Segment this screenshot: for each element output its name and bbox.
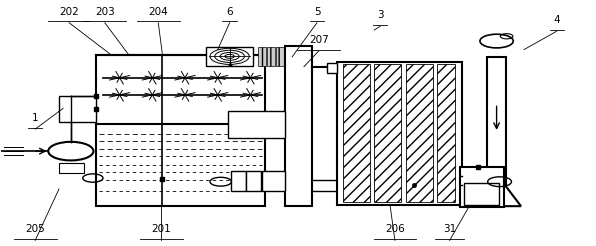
Bar — [206, 47, 253, 65]
Bar — [267, 47, 275, 65]
Bar — [437, 64, 455, 202]
Text: 207: 207 — [309, 35, 328, 45]
Text: 4: 4 — [553, 15, 560, 25]
Text: 5: 5 — [313, 7, 320, 17]
Bar — [343, 64, 370, 202]
Bar — [327, 63, 337, 73]
Text: 6: 6 — [226, 7, 233, 17]
Text: 204: 204 — [148, 7, 168, 17]
Bar — [59, 96, 96, 122]
Text: 3: 3 — [377, 10, 383, 20]
Text: 201: 201 — [151, 224, 171, 234]
Text: 202: 202 — [59, 7, 79, 17]
Text: 206: 206 — [385, 224, 405, 234]
Text: 1: 1 — [32, 113, 39, 123]
Text: 205: 205 — [25, 224, 45, 234]
Polygon shape — [472, 187, 521, 206]
Bar — [258, 47, 266, 65]
Bar — [406, 64, 433, 202]
Bar — [464, 184, 499, 205]
Bar — [59, 163, 84, 173]
Bar — [228, 111, 285, 138]
Bar — [262, 171, 285, 191]
Bar — [231, 171, 246, 191]
Bar — [96, 55, 265, 206]
Bar — [285, 46, 312, 206]
Bar — [246, 171, 261, 191]
Bar — [337, 62, 461, 205]
Text: 203: 203 — [95, 7, 114, 17]
Text: 31: 31 — [443, 224, 457, 234]
Bar — [487, 57, 506, 206]
Bar — [276, 47, 284, 65]
Bar — [374, 64, 402, 202]
Bar — [460, 167, 504, 207]
